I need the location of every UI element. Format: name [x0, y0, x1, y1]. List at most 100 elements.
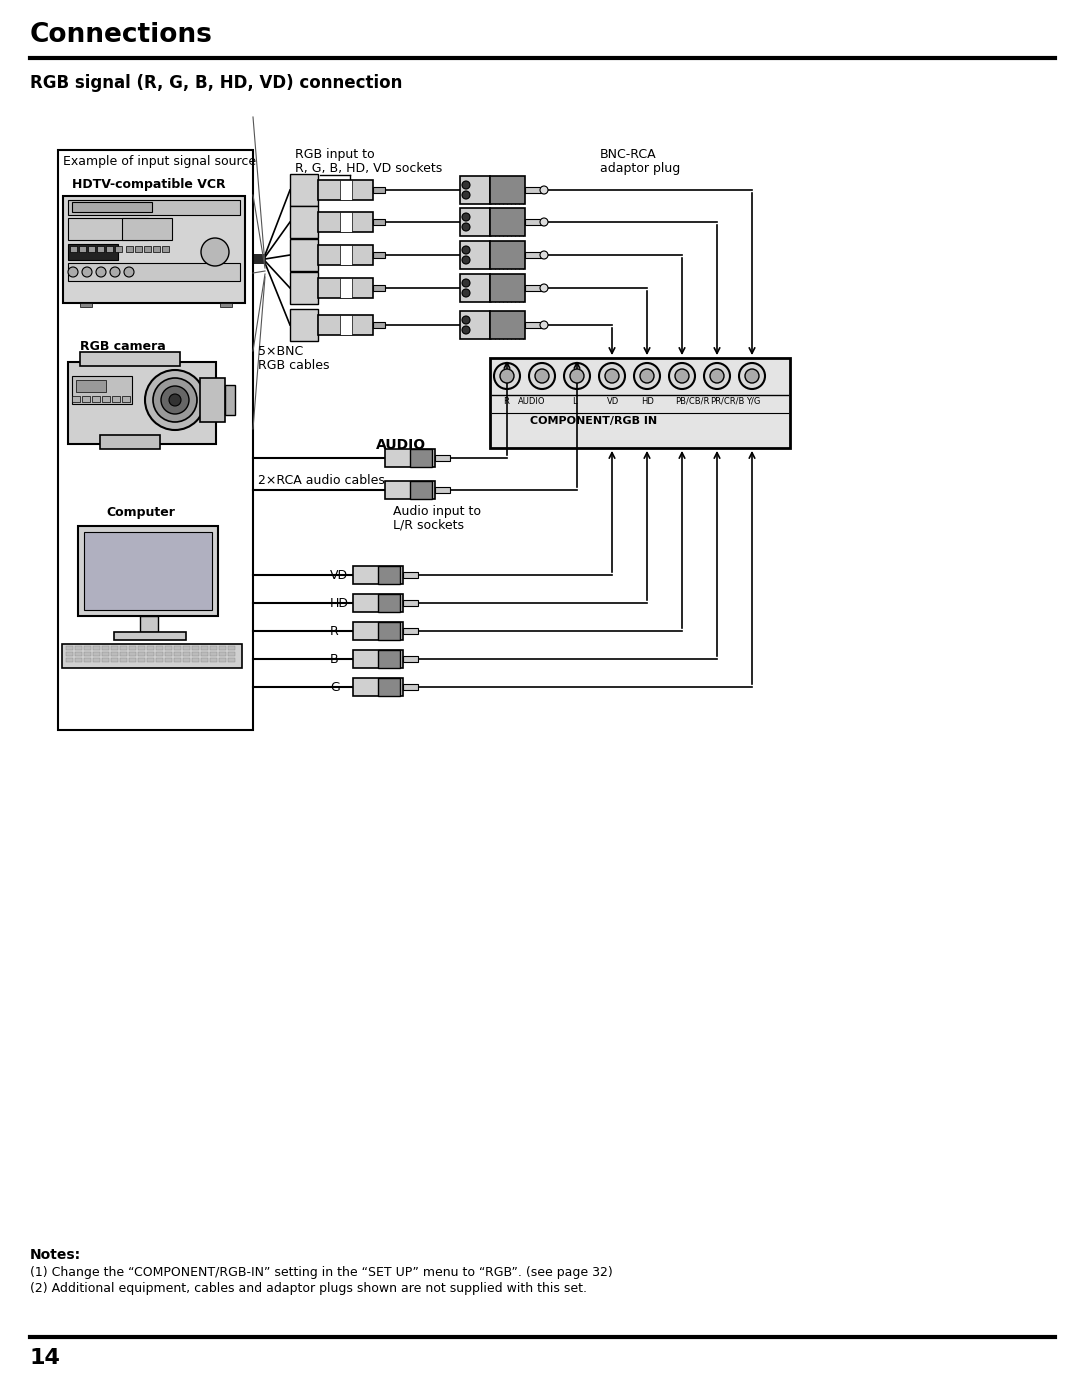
Bar	[72, 395, 80, 402]
Bar	[373, 219, 384, 225]
Text: 5×BNC: 5×BNC	[258, 345, 303, 358]
Bar	[183, 658, 190, 662]
Bar	[384, 448, 435, 467]
Bar	[220, 303, 232, 307]
Circle shape	[462, 246, 470, 254]
Bar	[219, 658, 226, 662]
Text: R, G, B, HD, VD sockets: R, G, B, HD, VD sockets	[295, 162, 442, 175]
Bar	[106, 246, 113, 251]
Bar	[192, 658, 199, 662]
Bar	[192, 652, 199, 657]
Circle shape	[96, 267, 106, 277]
Text: RGB input to: RGB input to	[295, 148, 375, 161]
Bar	[378, 650, 400, 668]
Bar	[228, 645, 235, 650]
Bar	[174, 645, 181, 650]
Text: VD: VD	[607, 397, 619, 407]
Text: HD: HD	[330, 597, 349, 610]
Text: AUDIO: AUDIO	[376, 439, 427, 453]
Bar	[75, 652, 82, 657]
Bar	[80, 352, 180, 366]
Bar	[525, 219, 545, 225]
Circle shape	[704, 363, 730, 388]
Bar	[165, 658, 172, 662]
Bar	[373, 285, 384, 291]
Bar	[129, 658, 136, 662]
Bar	[75, 645, 82, 650]
Bar	[183, 645, 190, 650]
Bar	[490, 312, 525, 339]
Circle shape	[110, 267, 120, 277]
Bar	[102, 395, 110, 402]
Circle shape	[540, 218, 548, 226]
Text: 2×RCA audio cables: 2×RCA audio cables	[258, 474, 384, 488]
Bar	[353, 566, 403, 584]
Bar	[156, 652, 163, 657]
Circle shape	[500, 369, 514, 383]
Bar	[66, 645, 73, 650]
Bar	[120, 652, 127, 657]
Bar	[192, 645, 199, 650]
Bar	[318, 180, 373, 200]
Bar	[174, 658, 181, 662]
Circle shape	[540, 321, 548, 330]
Bar	[460, 208, 490, 236]
Bar	[147, 652, 154, 657]
Text: BNC-RCA: BNC-RCA	[600, 148, 657, 161]
Circle shape	[462, 224, 470, 231]
Bar	[102, 645, 109, 650]
Bar	[102, 652, 109, 657]
Text: (1) Change the “COMPONENT/RGB-IN” setting in the “SET UP” menu to “RGB”. (see pa: (1) Change the “COMPONENT/RGB-IN” settin…	[30, 1266, 612, 1280]
Bar	[490, 358, 789, 448]
Circle shape	[710, 369, 724, 383]
Bar	[378, 622, 400, 640]
Bar	[135, 246, 141, 251]
Bar	[75, 658, 82, 662]
Bar	[410, 481, 432, 499]
Text: B: B	[330, 652, 339, 666]
Circle shape	[745, 369, 759, 383]
Circle shape	[540, 251, 548, 258]
Text: RGB camera: RGB camera	[80, 339, 165, 353]
Text: VD: VD	[330, 569, 348, 583]
Bar	[525, 251, 545, 258]
Bar	[87, 246, 95, 251]
Bar	[318, 244, 373, 265]
Bar	[93, 652, 100, 657]
Bar	[373, 187, 384, 193]
Bar	[122, 218, 172, 240]
Text: COMPONENT/RGB IN: COMPONENT/RGB IN	[530, 416, 657, 426]
Text: (2) Additional equipment, cables and adaptor plugs shown are not supplied with t: (2) Additional equipment, cables and ada…	[30, 1282, 588, 1295]
Bar	[174, 652, 181, 657]
Bar	[410, 448, 432, 467]
Text: AUDIO: AUDIO	[518, 397, 545, 407]
Bar	[111, 645, 118, 650]
Bar	[147, 658, 154, 662]
Bar	[68, 263, 240, 281]
Bar	[70, 246, 77, 251]
Bar	[378, 566, 400, 584]
Circle shape	[82, 267, 92, 277]
Text: HDTV-compatible VCR: HDTV-compatible VCR	[72, 177, 226, 191]
Bar	[460, 176, 490, 204]
Circle shape	[739, 363, 765, 388]
Bar	[62, 644, 242, 668]
Circle shape	[494, 363, 519, 388]
Bar	[112, 395, 120, 402]
Bar	[201, 645, 208, 650]
Circle shape	[605, 369, 619, 383]
Bar	[126, 246, 133, 251]
Bar	[219, 652, 226, 657]
Circle shape	[124, 267, 134, 277]
Text: adaptor plug: adaptor plug	[600, 162, 680, 175]
Circle shape	[462, 326, 470, 334]
Circle shape	[540, 186, 548, 194]
Bar	[138, 652, 145, 657]
Text: RGB cables: RGB cables	[258, 359, 329, 372]
Circle shape	[462, 279, 470, 286]
Circle shape	[529, 363, 555, 388]
Bar	[100, 434, 160, 448]
Bar	[210, 658, 217, 662]
Bar	[460, 312, 490, 339]
Bar	[291, 309, 318, 341]
